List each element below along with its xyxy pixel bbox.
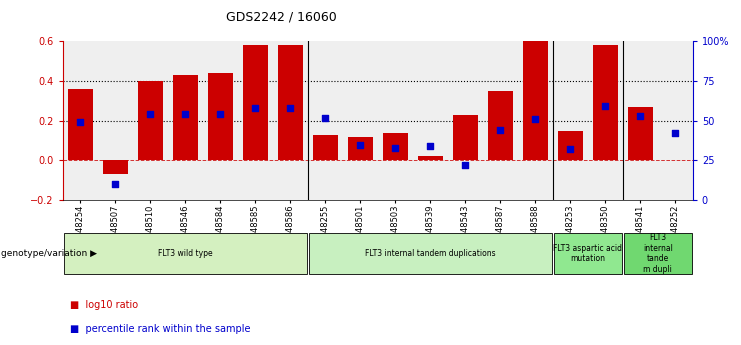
Point [425, 144, 436, 149]
Bar [243, 45, 268, 160]
Text: GDS2242 / 16060: GDS2242 / 16060 [226, 10, 337, 23]
FancyBboxPatch shape [308, 233, 552, 274]
Bar [343, 41, 378, 200]
Point [215, 112, 227, 117]
Point [285, 105, 296, 111]
Bar [168, 41, 203, 200]
Point [599, 104, 611, 109]
Bar [413, 41, 448, 200]
Bar [63, 41, 98, 200]
Bar [68, 89, 93, 160]
FancyBboxPatch shape [554, 233, 622, 274]
Bar [448, 41, 483, 200]
Bar [518, 41, 553, 200]
Bar [308, 41, 343, 200]
Bar [378, 41, 413, 200]
Bar [593, 45, 617, 160]
Bar [488, 91, 513, 160]
Point [634, 113, 646, 119]
Text: FLT3 aspartic acid
mutation: FLT3 aspartic acid mutation [554, 244, 622, 263]
Point [529, 116, 541, 122]
Bar [173, 75, 198, 160]
FancyBboxPatch shape [623, 233, 692, 274]
Point [390, 145, 402, 150]
Bar [628, 107, 653, 160]
Text: FLT3 internal tandem duplications: FLT3 internal tandem duplications [365, 249, 496, 258]
Point [494, 128, 506, 133]
Point [459, 162, 471, 168]
Point [669, 131, 681, 136]
Bar [588, 41, 623, 200]
Text: ■  percentile rank within the sample: ■ percentile rank within the sample [70, 324, 251, 334]
FancyBboxPatch shape [64, 233, 308, 274]
Text: FLT3 wild type: FLT3 wild type [158, 249, 213, 258]
Bar [483, 41, 518, 200]
Bar [139, 81, 163, 160]
Bar [313, 135, 338, 160]
Bar [558, 131, 582, 160]
Bar [658, 41, 693, 200]
Bar [273, 41, 308, 200]
Text: FLT3
internal
tande
m dupli: FLT3 internal tande m dupli [643, 234, 673, 274]
Bar [103, 160, 127, 174]
Point [144, 112, 156, 117]
Point [565, 147, 576, 152]
Bar [553, 41, 588, 200]
Text: genotype/variation ▶: genotype/variation ▶ [1, 249, 98, 258]
Bar [203, 41, 238, 200]
Bar [348, 137, 373, 160]
Point [319, 115, 331, 120]
Bar [208, 73, 233, 160]
Bar [418, 156, 442, 160]
Bar [453, 115, 478, 160]
Point [354, 142, 366, 147]
Bar [278, 45, 302, 160]
Bar [523, 41, 548, 160]
Point [110, 181, 122, 187]
Point [250, 105, 262, 111]
Bar [238, 41, 273, 200]
Bar [133, 41, 168, 200]
Bar [623, 41, 658, 200]
Point [75, 120, 87, 125]
Bar [98, 41, 133, 200]
Text: ■  log10 ratio: ■ log10 ratio [70, 300, 139, 310]
Bar [383, 132, 408, 160]
Point [179, 112, 191, 117]
